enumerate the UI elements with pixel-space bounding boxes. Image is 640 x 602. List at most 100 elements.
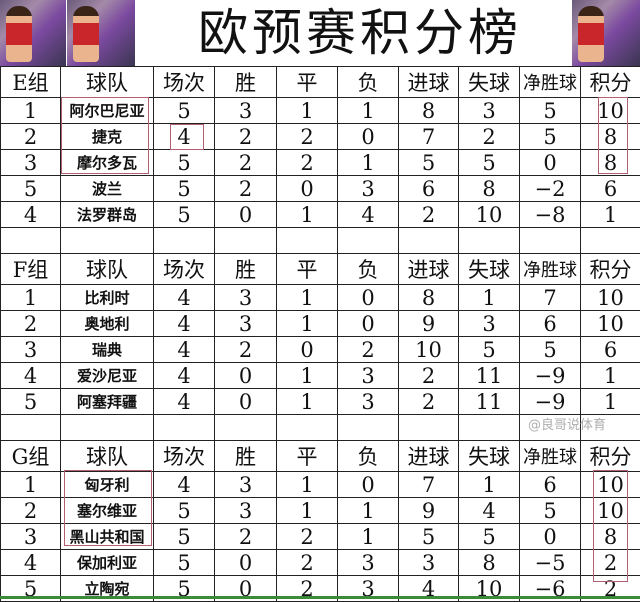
stat-cell: 5 (459, 524, 520, 550)
group-name: F组 (1, 254, 61, 285)
column-header: 净胜球 (520, 254, 581, 285)
stat-cell: 4 (154, 363, 215, 389)
stat-cell: 1 (277, 363, 338, 389)
stat-cell: 3 (1, 524, 61, 550)
stat-cell: 6 (520, 472, 581, 498)
spacer-row (1, 228, 640, 254)
stat-cell: −9 (520, 389, 581, 415)
stat-cell: −9 (520, 363, 581, 389)
team-name: 奥地利 (61, 311, 154, 337)
empty-cell (459, 415, 520, 441)
stat-cell: 2 (277, 124, 338, 150)
stat-cell: 4 (459, 498, 520, 524)
stat-cell: 1 (581, 363, 640, 389)
stat-cell: 2 (1, 124, 61, 150)
stat-cell: 1 (1, 98, 61, 124)
column-header: 负 (338, 441, 399, 472)
team-name: 比利时 (61, 285, 154, 311)
stat-cell: 5 (520, 124, 581, 150)
stat-cell: 7 (520, 285, 581, 311)
stat-cell: 0 (215, 389, 277, 415)
stat-cell: 3 (1, 337, 61, 363)
stat-cell: 5 (154, 150, 215, 176)
stat-cell: 10 (459, 202, 520, 228)
stat-cell: 5 (520, 337, 581, 363)
empty-cell (1, 228, 61, 254)
highlight-box (598, 97, 628, 174)
stat-cell: 6 (581, 337, 640, 363)
stat-cell: 3 (1, 150, 61, 176)
stat-cell: 1 (1, 472, 61, 498)
stat-cell: 8 (399, 98, 459, 124)
stat-cell: 5 (459, 150, 520, 176)
group-name: E组 (1, 67, 61, 98)
stat-cell: 4 (154, 337, 215, 363)
team-name: 瑞典 (61, 337, 154, 363)
empty-cell (215, 228, 277, 254)
stat-cell: 2 (277, 550, 338, 576)
stat-cell: 2 (277, 524, 338, 550)
stat-cell: 5 (1, 176, 61, 202)
column-header: 净胜球 (520, 67, 581, 98)
stat-cell: 5 (154, 550, 215, 576)
stat-cell: −2 (520, 176, 581, 202)
empty-cell (338, 415, 399, 441)
stat-cell: 5 (520, 98, 581, 124)
group-header-row: G组球队场次胜平负进球失球净胜球积分 (1, 441, 640, 472)
highlight-box (61, 97, 149, 174)
stat-cell: 2 (277, 150, 338, 176)
stat-cell: 2 (215, 176, 277, 202)
stat-cell: 3 (215, 498, 277, 524)
stat-cell: 1 (338, 98, 399, 124)
team-name: 保加利亚 (61, 550, 154, 576)
stat-cell: 3 (338, 363, 399, 389)
stat-cell: 3 (215, 98, 277, 124)
stat-cell: 3 (459, 311, 520, 337)
stat-cell: 3 (215, 311, 277, 337)
empty-cell (215, 415, 277, 441)
empty-cell (399, 415, 459, 441)
stat-cell: 5 (154, 202, 215, 228)
stat-cell: 1 (277, 98, 338, 124)
player-image (67, 0, 135, 66)
empty-cell (61, 228, 154, 254)
column-header: 进球 (399, 441, 459, 472)
stat-cell: 5 (1, 389, 61, 415)
stat-cell: 2 (215, 150, 277, 176)
stat-cell: 1 (338, 498, 399, 524)
stat-cell: 3 (338, 389, 399, 415)
stat-cell: 6 (399, 176, 459, 202)
stat-cell: 11 (459, 363, 520, 389)
group-header-row: F组球队场次胜平负进球失球净胜球积分 (1, 254, 640, 285)
empty-cell (154, 228, 215, 254)
stat-cell: 10 (581, 311, 640, 337)
column-header: 胜 (215, 67, 277, 98)
stat-cell: −5 (520, 550, 581, 576)
stat-cell: 4 (154, 311, 215, 337)
stat-cell: 0 (215, 202, 277, 228)
stat-cell: 0 (215, 363, 277, 389)
stat-cell: 0 (338, 472, 399, 498)
stat-cell: 1 (277, 498, 338, 524)
player-image (0, 0, 66, 66)
stat-cell: 3 (399, 550, 459, 576)
stat-cell: 1 (581, 202, 640, 228)
watermark: @良哥说体育 (528, 418, 606, 434)
stat-cell: 2 (1, 498, 61, 524)
column-header: 负 (338, 254, 399, 285)
column-header: 场次 (154, 441, 215, 472)
column-header: 场次 (154, 67, 215, 98)
empty-cell (277, 415, 338, 441)
column-header: 负 (338, 67, 399, 98)
column-header: 失球 (459, 254, 520, 285)
column-header: 进球 (399, 254, 459, 285)
column-header: 平 (277, 441, 338, 472)
stat-cell: 9 (399, 311, 459, 337)
